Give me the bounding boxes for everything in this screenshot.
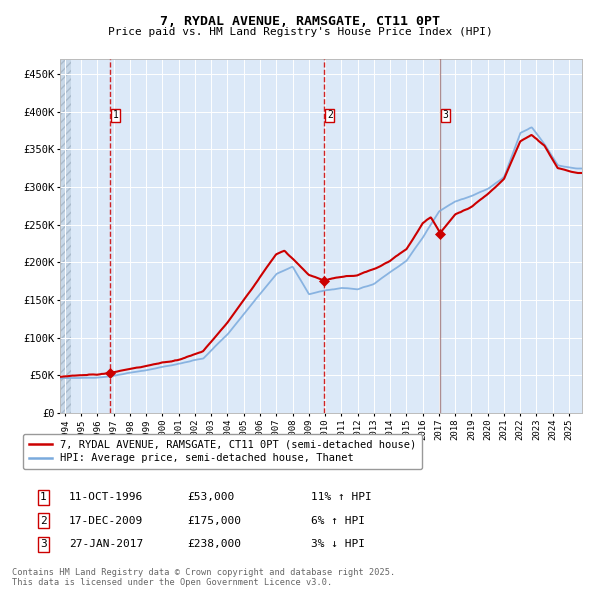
Text: 1: 1 [113, 110, 118, 120]
Text: 1: 1 [40, 492, 47, 502]
Text: 3: 3 [442, 110, 448, 120]
Text: Price paid vs. HM Land Registry's House Price Index (HPI): Price paid vs. HM Land Registry's House … [107, 27, 493, 37]
Text: 2: 2 [327, 110, 333, 120]
Text: 27-JAN-2017: 27-JAN-2017 [69, 539, 143, 549]
Text: £175,000: £175,000 [187, 516, 241, 526]
Bar [60, 59, 71, 413]
Text: 6% ↑ HPI: 6% ↑ HPI [311, 516, 365, 526]
Text: 7, RYDAL AVENUE, RAMSGATE, CT11 0PT: 7, RYDAL AVENUE, RAMSGATE, CT11 0PT [160, 15, 440, 28]
Text: £238,000: £238,000 [187, 539, 241, 549]
Text: Contains HM Land Registry data © Crown copyright and database right 2025.
This d: Contains HM Land Registry data © Crown c… [12, 568, 395, 587]
Text: 11% ↑ HPI: 11% ↑ HPI [311, 492, 372, 502]
Text: 3: 3 [40, 539, 47, 549]
Text: 3% ↓ HPI: 3% ↓ HPI [311, 539, 365, 549]
Text: 2: 2 [40, 516, 47, 526]
Text: 11-OCT-1996: 11-OCT-1996 [69, 492, 143, 502]
Legend: 7, RYDAL AVENUE, RAMSGATE, CT11 0PT (semi-detached house), HPI: Average price, s: 7, RYDAL AVENUE, RAMSGATE, CT11 0PT (sem… [23, 434, 422, 469]
Text: £53,000: £53,000 [187, 492, 235, 502]
Text: 17-DEC-2009: 17-DEC-2009 [69, 516, 143, 526]
